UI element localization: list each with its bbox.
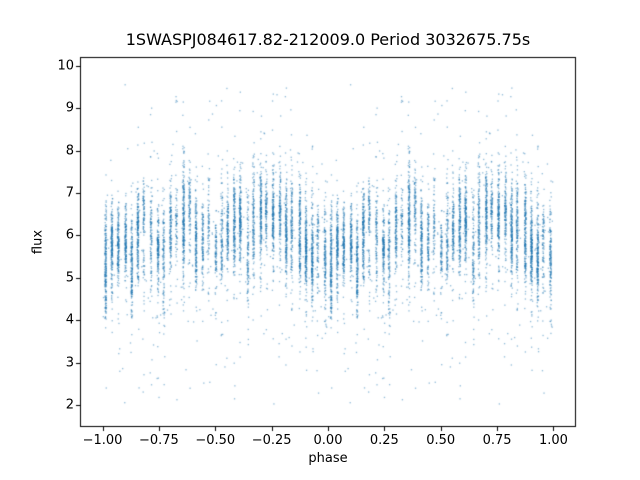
y-tick-label: 2	[65, 397, 74, 413]
y-tick-label: 10	[57, 58, 74, 74]
y-tick-label: 4	[65, 312, 74, 328]
x-tick-label: −0.50	[195, 433, 236, 448]
y-axis-label: flux	[30, 229, 46, 255]
x-tick-label: 0.25	[369, 433, 399, 448]
x-tick-label: 0.00	[313, 433, 343, 448]
y-tick-label: 3	[65, 355, 74, 371]
x-tick-label: 0.50	[426, 433, 456, 448]
y-tick-label: 9	[65, 100, 74, 116]
x-tick-label: −0.25	[251, 433, 292, 448]
y-tick-label: 7	[65, 185, 74, 201]
x-axis-label: phase	[308, 451, 348, 466]
y-tick-label: 8	[65, 143, 74, 159]
x-tick-label: −0.75	[138, 433, 179, 448]
x-tick-label: 1.00	[538, 433, 568, 448]
x-tick-label: 0.75	[482, 433, 512, 448]
y-tick-label: 6	[65, 227, 74, 243]
y-tick-label: 5	[65, 270, 74, 286]
chart-title: 1SWASPJ084617.82-212009.0 Period 3032675…	[125, 30, 531, 49]
x-tick-label: −1.00	[82, 433, 123, 448]
